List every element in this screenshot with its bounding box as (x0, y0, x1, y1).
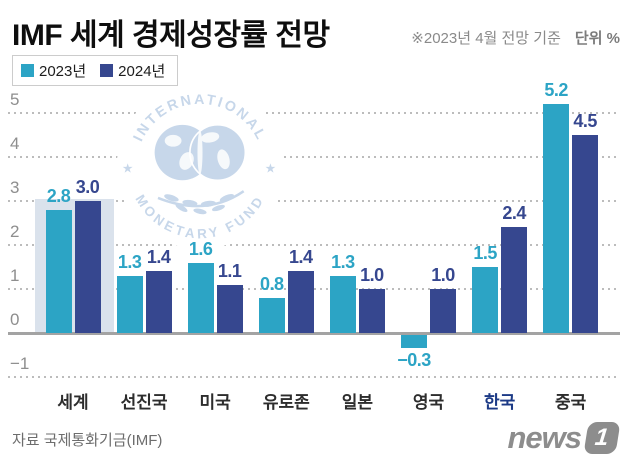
x-axis-label-한국: 한국 (483, 393, 516, 412)
value-label-2024년-중국: 4.5 (573, 111, 597, 131)
bar-2024년-영국 (430, 289, 456, 333)
value-label-2024년-유로존: 1.4 (289, 247, 313, 267)
legend: 2023년 2024년 (12, 55, 179, 86)
gridline-y3 (8, 200, 620, 202)
bar-2024년-세계 (74, 201, 101, 333)
legend-swatch (100, 64, 114, 77)
gridline-y4 (8, 156, 620, 158)
bar-2024년-유로존 (287, 271, 314, 333)
y-tick-label: 2 (10, 222, 20, 241)
value-label-2024년-세계: 3.0 (75, 177, 100, 197)
legend-swatch (21, 64, 34, 77)
x-axis-baseline (8, 332, 620, 335)
bar-2023년-일본 (329, 276, 356, 333)
legend-label: 2024년 (118, 63, 166, 80)
gridline-y5 (8, 112, 620, 114)
bar-2024년-미국 (216, 285, 243, 333)
value-label-2023년-한국: 1.5 (473, 243, 497, 263)
value-label-2023년-일본: 1.3 (331, 252, 355, 272)
page-title: IMF 세계 경제성장률 전망 (12, 19, 330, 52)
y-tick-label: −1 (10, 354, 30, 373)
bar-2023년-영국 (401, 335, 427, 348)
value-label-2023년-선진국: 1.3 (117, 252, 142, 272)
bar-2023년-미국 (187, 263, 214, 333)
news1-logo: news 1 (507, 420, 621, 455)
watermark-star-left: ★ (123, 163, 133, 175)
x-axis-label-중국: 중국 (555, 393, 587, 412)
y-tick-label: 3 (10, 178, 20, 197)
y-tick-label: 5 (10, 90, 20, 109)
value-label-2023년-중국: 5.2 (544, 80, 568, 100)
bar-2024년-중국 (572, 135, 599, 333)
value-label-2024년-일본: 1.0 (360, 265, 384, 285)
value-label-2023년-미국: 1.6 (188, 239, 213, 259)
bar-2023년-한국 (472, 267, 499, 333)
x-axis-label-세계: 세계 (57, 393, 89, 412)
value-label-2024년-영국: 1.0 (431, 265, 455, 285)
value-label-2024년-선진국: 1.4 (146, 247, 171, 267)
note-basis: ※2023년 4월 전망 기준 (411, 30, 561, 47)
bar-2023년-선진국 (116, 276, 143, 333)
source-credit: 자료 국제통화기금(IMF) (12, 432, 163, 449)
news1-logo-badge: 1 (583, 422, 621, 454)
value-label-2023년-유로존: 0.8 (260, 274, 284, 294)
value-label-2023년-세계: 2.8 (46, 186, 71, 206)
bar-2023년-중국 (543, 104, 570, 333)
news1-logo-text: news (507, 420, 582, 455)
chart-note: ※2023년 4월 전망 기준 단위 % (411, 27, 620, 48)
gridline-y2 (8, 244, 620, 246)
x-axis-label-미국: 미국 (199, 393, 231, 412)
gridline-y1 (8, 288, 620, 290)
legend-item-2024년: 2024년 (100, 60, 165, 81)
value-label-2023년-영국: −0.3 (397, 350, 431, 370)
bar-2024년-한국 (501, 227, 528, 333)
legend-label: 2023년 (39, 63, 87, 80)
gridline-y-1 (8, 376, 620, 378)
value-label-2024년-한국: 2.4 (502, 203, 526, 223)
x-axis-label-유로존: 유로존 (262, 393, 310, 412)
bar-2023년-세계 (45, 210, 72, 333)
x-axis-label-영국: 영국 (412, 393, 445, 412)
note-unit: 단위 % (574, 30, 620, 47)
x-axis-label-선진국: 선진국 (120, 393, 168, 412)
y-tick-label: 0 (10, 310, 20, 329)
y-tick-label: 4 (10, 134, 20, 153)
value-label-2024년-미국: 1.1 (217, 261, 242, 281)
legend-item-2023년: 2023년 (21, 60, 86, 81)
imf-seal-watermark: INTERNATIONAL MONETARY FUND ★ ★ (116, 82, 284, 250)
x-axis-label-일본: 일본 (341, 393, 374, 412)
bar-2023년-유로존 (258, 298, 285, 333)
y-tick-label: 1 (10, 266, 20, 285)
watermark-star-right: ★ (266, 163, 276, 175)
bar-2024년-선진국 (145, 271, 172, 333)
bar-2024년-일본 (358, 289, 385, 333)
